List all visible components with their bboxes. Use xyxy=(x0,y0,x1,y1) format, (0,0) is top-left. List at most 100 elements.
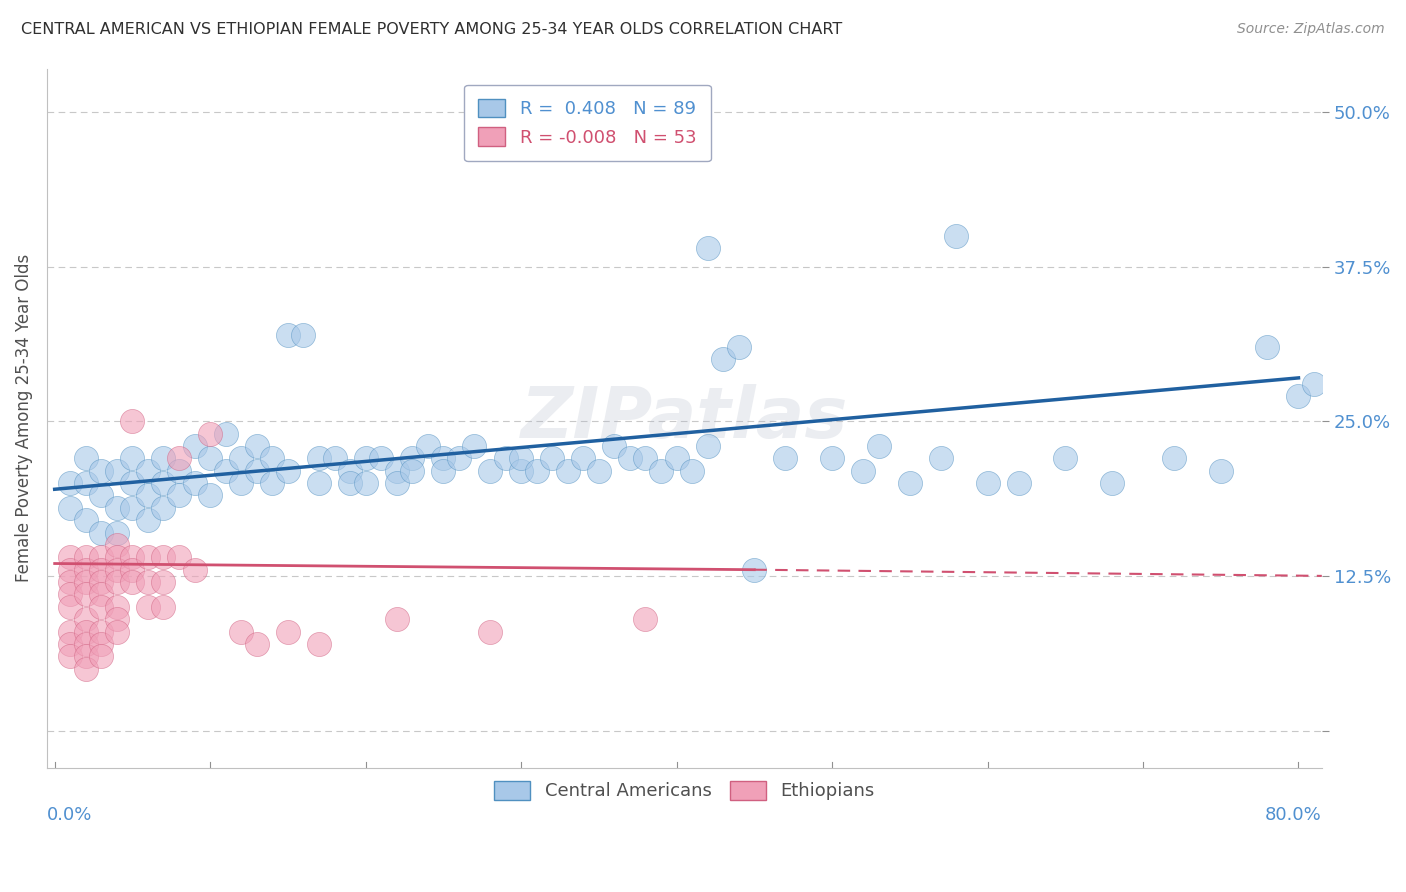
Point xyxy=(183,439,205,453)
Point xyxy=(929,451,952,466)
Point xyxy=(198,451,221,466)
Point xyxy=(1209,464,1232,478)
Y-axis label: Female Poverty Among 25-34 Year Olds: Female Poverty Among 25-34 Year Olds xyxy=(15,254,32,582)
Point xyxy=(510,464,533,478)
Point xyxy=(1101,476,1123,491)
Point xyxy=(121,476,143,491)
Point xyxy=(526,464,548,478)
Point xyxy=(231,624,253,639)
Text: ZIPatlas: ZIPatlas xyxy=(520,384,848,452)
Point xyxy=(323,451,346,466)
Point xyxy=(945,228,967,243)
Point xyxy=(136,550,159,565)
Point xyxy=(634,451,657,466)
Point xyxy=(75,624,97,639)
Point xyxy=(152,451,174,466)
Point xyxy=(246,439,269,453)
Point xyxy=(105,464,128,478)
Point xyxy=(463,439,485,453)
Point xyxy=(183,563,205,577)
Legend: Central Americans, Ethiopians: Central Americans, Ethiopians xyxy=(486,774,882,807)
Point xyxy=(90,649,112,664)
Point xyxy=(262,451,284,466)
Point xyxy=(1007,476,1029,491)
Point xyxy=(167,464,190,478)
Point xyxy=(121,500,143,515)
Point xyxy=(167,488,190,502)
Text: CENTRAL AMERICAN VS ETHIOPIAN FEMALE POVERTY AMONG 25-34 YEAR OLDS CORRELATION C: CENTRAL AMERICAN VS ETHIOPIAN FEMALE POV… xyxy=(21,22,842,37)
Point xyxy=(167,451,190,466)
Point xyxy=(246,464,269,478)
Point xyxy=(510,451,533,466)
Point xyxy=(650,464,672,478)
Point xyxy=(59,476,82,491)
Point xyxy=(821,451,844,466)
Point xyxy=(308,476,330,491)
Point xyxy=(339,476,361,491)
Point xyxy=(432,464,454,478)
Point xyxy=(898,476,921,491)
Point xyxy=(75,476,97,491)
Point xyxy=(198,488,221,502)
Point xyxy=(385,464,408,478)
Point xyxy=(277,327,299,342)
Point xyxy=(105,624,128,639)
Point xyxy=(354,476,377,491)
Point xyxy=(105,550,128,565)
Point xyxy=(416,439,439,453)
Point xyxy=(75,550,97,565)
Point xyxy=(121,563,143,577)
Point xyxy=(121,550,143,565)
Point xyxy=(90,525,112,540)
Point xyxy=(401,464,423,478)
Point xyxy=(1303,377,1326,392)
Point xyxy=(1288,389,1310,403)
Point xyxy=(775,451,797,466)
Point xyxy=(495,451,517,466)
Text: 80.0%: 80.0% xyxy=(1265,806,1322,824)
Point xyxy=(105,599,128,614)
Point xyxy=(59,550,82,565)
Point xyxy=(727,340,749,354)
Point xyxy=(557,464,579,478)
Point xyxy=(634,612,657,626)
Text: Source: ZipAtlas.com: Source: ZipAtlas.com xyxy=(1237,22,1385,37)
Point xyxy=(59,575,82,590)
Point xyxy=(262,476,284,491)
Point xyxy=(479,624,502,639)
Point xyxy=(136,464,159,478)
Point xyxy=(231,476,253,491)
Point xyxy=(370,451,392,466)
Point xyxy=(121,575,143,590)
Point xyxy=(696,439,718,453)
Point xyxy=(75,662,97,676)
Point xyxy=(572,451,595,466)
Point xyxy=(75,513,97,527)
Point xyxy=(231,451,253,466)
Point xyxy=(59,563,82,577)
Point xyxy=(619,451,641,466)
Point xyxy=(152,599,174,614)
Point xyxy=(385,476,408,491)
Point xyxy=(1054,451,1077,466)
Point xyxy=(136,488,159,502)
Point xyxy=(152,500,174,515)
Point xyxy=(401,451,423,466)
Point xyxy=(665,451,688,466)
Point xyxy=(681,464,703,478)
Point xyxy=(308,451,330,466)
Point xyxy=(59,587,82,601)
Point xyxy=(59,624,82,639)
Point xyxy=(215,464,238,478)
Point xyxy=(696,241,718,255)
Point xyxy=(136,575,159,590)
Point xyxy=(292,327,315,342)
Point xyxy=(90,464,112,478)
Point xyxy=(976,476,998,491)
Point xyxy=(59,500,82,515)
Point xyxy=(90,563,112,577)
Point xyxy=(105,575,128,590)
Point xyxy=(90,488,112,502)
Point xyxy=(167,550,190,565)
Point xyxy=(75,612,97,626)
